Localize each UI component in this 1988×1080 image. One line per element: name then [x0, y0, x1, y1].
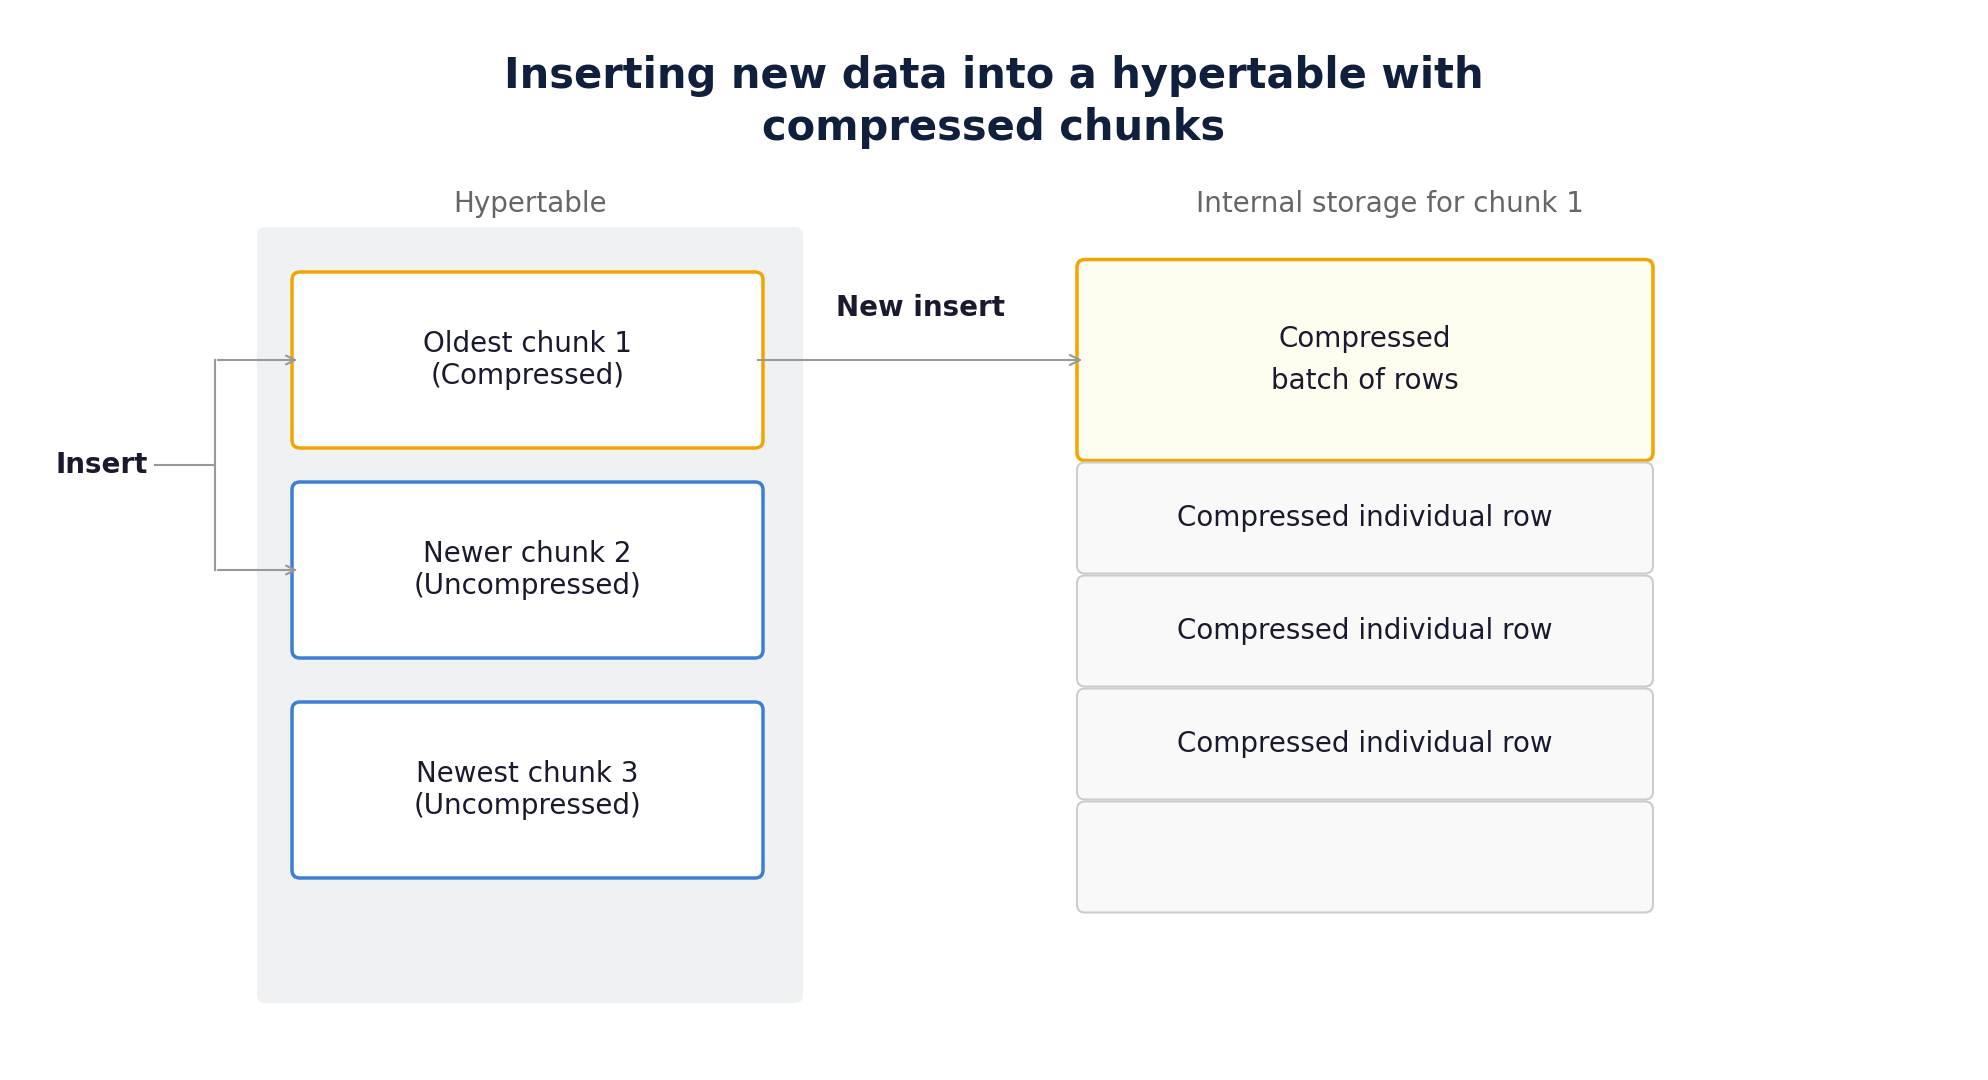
- FancyBboxPatch shape: [1077, 462, 1652, 573]
- Text: Newer chunk 2
(Uncompressed): Newer chunk 2 (Uncompressed): [414, 540, 642, 600]
- FancyBboxPatch shape: [1077, 259, 1652, 460]
- Text: Oldest chunk 1
(Compressed): Oldest chunk 1 (Compressed): [423, 329, 632, 390]
- FancyBboxPatch shape: [292, 702, 763, 878]
- FancyBboxPatch shape: [292, 272, 763, 448]
- FancyBboxPatch shape: [1077, 576, 1652, 687]
- FancyBboxPatch shape: [292, 482, 763, 658]
- Text: Inserting new data into a hypertable with
compressed chunks: Inserting new data into a hypertable wit…: [505, 55, 1483, 149]
- Text: Insert: Insert: [56, 451, 147, 480]
- Text: Hypertable: Hypertable: [453, 190, 606, 218]
- FancyBboxPatch shape: [256, 227, 803, 1003]
- Text: Compressed individual row: Compressed individual row: [1177, 617, 1553, 645]
- FancyBboxPatch shape: [1077, 689, 1652, 799]
- Text: Compressed individual row: Compressed individual row: [1177, 730, 1553, 758]
- FancyBboxPatch shape: [1077, 801, 1652, 913]
- Text: New insert: New insert: [835, 294, 1004, 322]
- Text: Newest chunk 3
(Uncompressed): Newest chunk 3 (Uncompressed): [414, 760, 642, 820]
- Text: Compressed individual row: Compressed individual row: [1177, 504, 1553, 532]
- Text: Compressed
batch of rows: Compressed batch of rows: [1270, 325, 1459, 394]
- Text: Internal storage for chunk 1: Internal storage for chunk 1: [1197, 190, 1584, 218]
